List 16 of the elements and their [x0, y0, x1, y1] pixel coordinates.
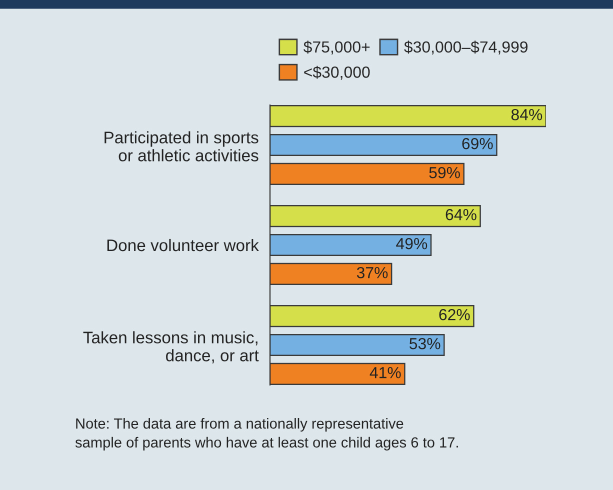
- data-label: 59%: [429, 166, 460, 178]
- legend-label: $75,000+: [304, 40, 370, 55]
- y-tick-label: Done volunteer work: [107, 238, 259, 252]
- data-label: 37%: [356, 266, 388, 278]
- data-label: 49%: [396, 238, 428, 250]
- y-tick-label: Taken lessons in music, dance, or art: [83, 331, 259, 364]
- data-label: 53%: [410, 338, 440, 350]
- legend-label: $30,000–$74,999: [404, 40, 528, 55]
- data-label: 64%: [446, 208, 476, 220]
- y-tick-label: Participated in sports or athletic activities: [104, 131, 258, 162]
- legend-label: <$30,000: [304, 66, 370, 80]
- data-label: 84%: [511, 108, 542, 120]
- text: Note: The data are from a nationally representative sample of parents who have at least one child ages 6 to 17.: [75, 418, 458, 450]
- data-label: 41%: [370, 367, 401, 378]
- data-label: 62%: [439, 308, 470, 320]
- data-label: 69%: [462, 138, 493, 150]
